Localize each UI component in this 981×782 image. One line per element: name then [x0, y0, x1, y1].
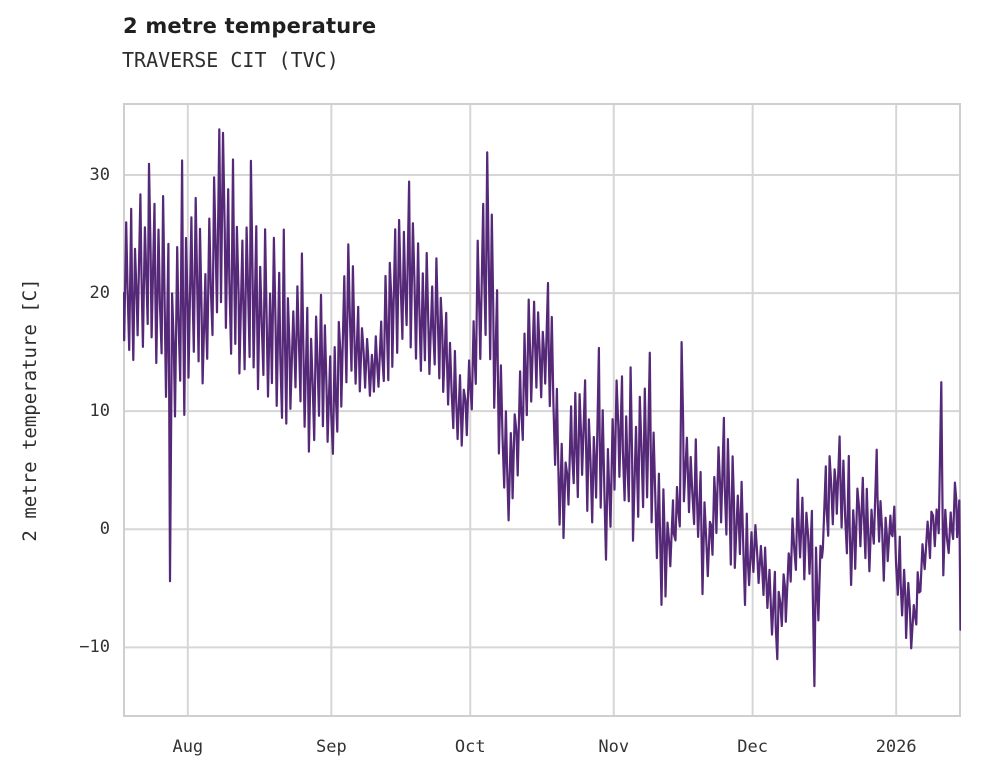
plot-border: [123, 103, 961, 717]
x-tick-label: Sep: [315, 737, 347, 757]
y-tick-label: −10: [79, 637, 110, 658]
chart-subtitle: TRAVERSE CIT (TVC): [122, 48, 339, 72]
x-tick-label: Nov: [598, 737, 630, 757]
y-tick-label: 20: [89, 283, 110, 304]
x-tick-label: Oct: [454, 737, 486, 757]
y-tick-label: 30: [89, 165, 110, 186]
x-tick-label: 2026: [875, 737, 917, 757]
plot-area: [123, 103, 961, 717]
chart-title: 2 metre temperature: [123, 14, 377, 38]
x-tick-label: Aug: [172, 737, 204, 757]
temperature-series-line: [123, 128, 961, 688]
y-tick-label: 0: [99, 519, 110, 540]
y-tick-label: 10: [89, 401, 110, 422]
x-tick-label: Dec: [737, 737, 769, 757]
temperature-line-plot: [123, 103, 961, 717]
